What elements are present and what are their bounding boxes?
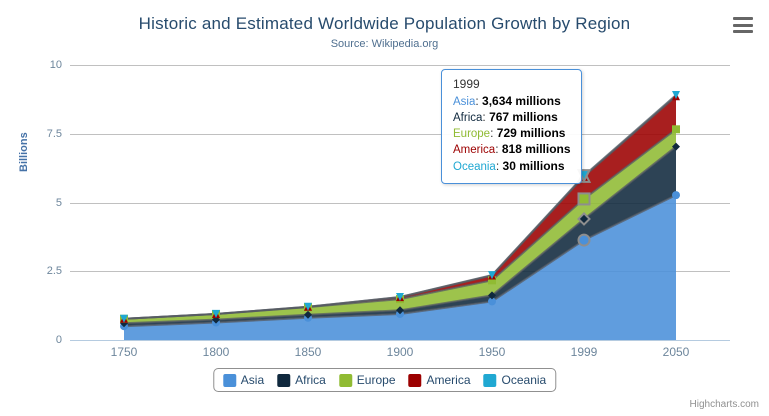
tooltip-series-value: 818 millions xyxy=(501,142,571,157)
point-africa-2050[interactable] xyxy=(672,142,680,151)
point-oceania-2050[interactable] xyxy=(672,91,680,100)
tooltip-row-oceania: Oceania: 30 millions xyxy=(453,159,571,175)
tooltip-series-name: Asia xyxy=(453,95,476,108)
point-oceania-1850[interactable] xyxy=(304,302,312,311)
tooltip-series-name: Oceania xyxy=(453,160,496,173)
x-axis-tick-label: 1999 xyxy=(570,345,598,359)
menu-bar-1 xyxy=(733,17,753,20)
gridline xyxy=(70,271,730,273)
legend-label: America xyxy=(426,373,471,387)
point-asia-1999[interactable] xyxy=(577,233,591,247)
y-axis-tick-label: 2.5 xyxy=(46,265,62,278)
point-africa-1950[interactable] xyxy=(488,291,496,300)
tooltip-header: 1999 xyxy=(453,77,480,91)
legend-item-africa[interactable]: Africa xyxy=(277,373,326,387)
x-axis-tick-label: 1800 xyxy=(202,345,230,359)
legend-swatch-icon xyxy=(483,373,497,387)
tooltip: 1999 Asia: 3,634 millions Africa: 767 mil… xyxy=(441,69,582,184)
y-axis-tick-label: 5 xyxy=(55,196,62,209)
x-axis-tick-label: 2050 xyxy=(662,345,690,359)
chart-title: Historic and Estimated Worldwide Populat… xyxy=(138,14,631,33)
tooltip-series-value: 3,634 millions xyxy=(482,93,561,108)
area-asia[interactable] xyxy=(124,195,676,340)
y-axis-tick-label: 10 xyxy=(49,59,62,71)
legend-label: Africa xyxy=(295,373,326,387)
area-europe[interactable] xyxy=(124,129,676,324)
point-africa-1999[interactable] xyxy=(577,212,591,226)
credits-link[interactable]: Highcharts.com xyxy=(689,399,759,410)
legend-swatch-icon xyxy=(408,373,422,387)
tooltip-series-name: America xyxy=(453,144,496,157)
point-europe-2050[interactable] xyxy=(672,125,680,134)
point-oceania-1750[interactable] xyxy=(120,314,128,323)
tooltip-series-value: 767 millions xyxy=(489,110,558,124)
hamburger-menu-icon[interactable] xyxy=(733,17,753,33)
gridline xyxy=(70,202,730,204)
tooltip-series-value: 729 millions xyxy=(496,126,566,141)
legend-item-oceania[interactable]: Oceania xyxy=(483,373,547,387)
area-africa[interactable] xyxy=(124,146,676,327)
legend: Asia Africa Europe America Oceania xyxy=(212,368,557,392)
legend-label: Asia xyxy=(240,373,265,387)
tooltip-row-europe: Europe: 729 millions xyxy=(453,126,571,142)
point-africa-1900[interactable] xyxy=(396,306,404,315)
legend-item-europe[interactable]: Europe xyxy=(338,373,396,387)
tooltip-separator: : xyxy=(495,158,503,173)
y-axis-tick-label: 7.5 xyxy=(46,127,62,140)
tooltip-series-value: 30 millions xyxy=(502,158,565,173)
tooltip-rows: Asia: 3,634 millions Africa: 767 millions… xyxy=(453,94,571,175)
point-europe-1999[interactable] xyxy=(577,192,591,206)
x-axis-line xyxy=(70,340,730,341)
x-axis-tick-label: 1850 xyxy=(294,345,322,359)
legend-label: Europe xyxy=(356,373,396,387)
tooltip-separator: : xyxy=(490,126,497,141)
area-america[interactable] xyxy=(124,96,676,319)
point-oceania-1800[interactable] xyxy=(212,309,220,318)
plot-area xyxy=(70,65,730,340)
tooltip-row-america: America: 818 millions xyxy=(453,142,571,158)
menu-bar-2 xyxy=(733,23,753,27)
point-asia-2050[interactable] xyxy=(672,191,680,200)
x-axis-tick-label: 1950 xyxy=(478,345,506,359)
point-oceania-1900[interactable] xyxy=(396,292,404,301)
legend-swatch-icon xyxy=(277,373,291,387)
point-asia-1950[interactable] xyxy=(488,297,496,306)
point-africa-1850[interactable] xyxy=(304,310,312,319)
tooltip-series-name: Africa xyxy=(453,112,483,124)
tooltip-row-africa: Africa: 767 millions xyxy=(453,110,571,126)
point-oceania-1950[interactable] xyxy=(488,271,496,280)
x-axis-tick-label: 1750 xyxy=(110,345,138,359)
y-axis-tick-label: 0 xyxy=(55,334,62,346)
series-layer xyxy=(120,91,680,340)
legend-swatch-icon xyxy=(338,373,352,387)
chart-subtitle: Source: Wikipedia.org xyxy=(330,38,439,50)
gridline xyxy=(70,133,730,135)
legend-label: Oceania xyxy=(501,373,547,387)
tooltip-row-asia: Asia: 3,634 millions xyxy=(453,94,571,110)
point-europe-1950[interactable] xyxy=(488,276,496,285)
menu-bar-3 xyxy=(733,30,753,33)
legend-item-america[interactable]: America xyxy=(408,373,471,387)
tooltip-separator: : xyxy=(475,93,483,108)
x-axis-tick-label: 1900 xyxy=(386,345,414,359)
tooltip-separator: : xyxy=(495,142,502,157)
legend-item-asia[interactable]: Asia xyxy=(222,373,265,387)
gridline xyxy=(70,65,730,66)
tooltip-series-name: Europe xyxy=(453,128,491,141)
legend-swatch-icon xyxy=(222,373,236,387)
tooltip-separator: : xyxy=(482,110,490,124)
